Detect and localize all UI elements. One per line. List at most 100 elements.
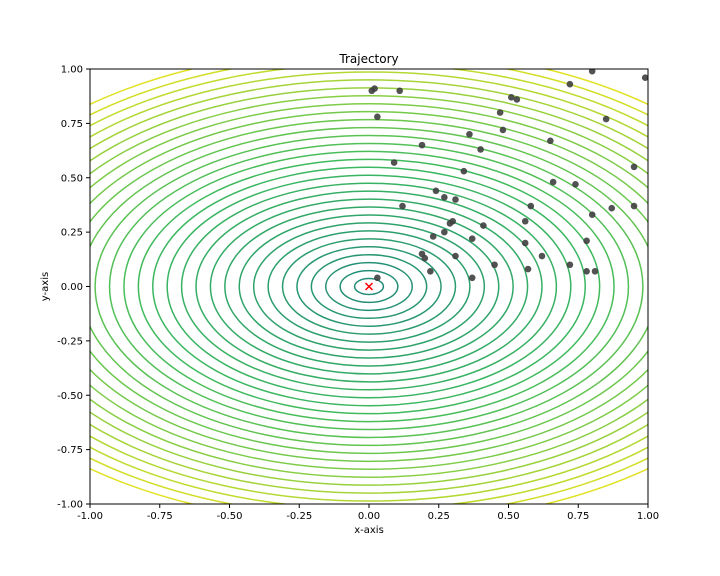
x-tick-label: 1.00 [637, 511, 659, 522]
x-tick-label: -0.50 [217, 511, 243, 522]
trajectory-point [566, 261, 574, 269]
trajectory-point [566, 80, 574, 88]
trajectory-point [477, 146, 484, 153]
trajectory-point [499, 126, 507, 134]
trajectory-point [507, 93, 515, 101]
x-axis-label: x-axis [354, 525, 384, 536]
trajectory-point [524, 265, 532, 273]
contour-line [152, 166, 586, 407]
chart-title: Trajectory [338, 52, 398, 66]
contour-line [90, 71, 648, 502]
x-tick-label: 0.50 [497, 511, 519, 522]
trajectory-point [452, 252, 459, 260]
trajectory-point [602, 115, 610, 123]
trajectory-point [418, 141, 426, 149]
y-axis-label: y-axis [40, 272, 51, 301]
trajectory-point [421, 254, 429, 262]
trajectory-point [399, 202, 406, 210]
trajectory-point [466, 130, 473, 138]
trajectory-point [630, 202, 638, 210]
trajectory-point [549, 178, 557, 186]
y-tick-label: 0.00 [61, 282, 83, 293]
x-tick-label: -0.25 [286, 511, 312, 522]
x-axis-ticks: -1.00 -0.75 -0.50 -0.25 0.00 0.25 0.50 0.75 1.00 [77, 504, 659, 522]
trajectory-point [591, 267, 599, 275]
y-tick-label: 0.75 [61, 119, 83, 130]
contour-line [137, 158, 601, 415]
trajectory-point [491, 261, 498, 269]
trajectory-point [480, 222, 487, 229]
trajectory-point [583, 237, 590, 245]
x-tick-label: 0.00 [358, 511, 380, 522]
contour-line [166, 174, 572, 399]
contour-line [238, 214, 500, 359]
trajectory-point [630, 163, 638, 171]
trajectory-point [513, 96, 521, 103]
trajectory-point [374, 274, 381, 282]
trajectory-point [496, 109, 504, 116]
trajectory-point [527, 202, 535, 210]
x-tick-label: -1.00 [77, 511, 103, 522]
trajectory-point [460, 167, 468, 175]
optimum-marker [364, 282, 374, 291]
contour-line [90, 110, 648, 463]
contour-line [90, 103, 648, 470]
contour-line [90, 87, 648, 486]
contour-line [108, 142, 630, 431]
trajectory-point [588, 69, 596, 75]
y-axis-ticks: -1.00 -0.75 -0.50 -0.25 0.00 0.25 0.50 0.75 1.00 [57, 65, 90, 511]
trajectory-point [572, 180, 579, 188]
trajectory-point [521, 217, 529, 225]
trajectory-point [390, 159, 398, 166]
contour-line [325, 261, 413, 312]
contour-line [339, 269, 399, 304]
trajectory-point [468, 235, 476, 242]
trajectory-point [432, 187, 440, 195]
data-points [364, 69, 648, 291]
contour-line [195, 190, 543, 383]
contour-line [90, 69, 648, 504]
contour-line [90, 118, 648, 455]
y-tick-label: 1.00 [61, 65, 83, 76]
trajectory-point [371, 85, 378, 92]
trajectory-point [441, 194, 448, 201]
contour-line [123, 150, 615, 423]
y-tick-label: -0.50 [57, 391, 83, 402]
x-tick-label: 0.75 [567, 511, 589, 522]
trajectory-point [441, 228, 448, 236]
contour-line [180, 182, 558, 391]
y-tick-label: -1.00 [57, 500, 83, 511]
y-tick-label: -0.25 [57, 336, 83, 347]
trajectory-point [452, 196, 459, 203]
trajectory-point [427, 267, 434, 275]
y-tick-label: -0.75 [57, 445, 83, 456]
trajectory-point [608, 204, 616, 212]
contour-line [310, 253, 428, 320]
trajectory-point [521, 239, 529, 247]
contour-line [90, 69, 648, 504]
x-tick-label: -0.75 [147, 511, 173, 522]
trajectory-point [446, 220, 454, 227]
trajectory-point [547, 137, 554, 145]
contour-line [353, 277, 385, 296]
trajectory-point [396, 87, 403, 95]
contour-line [252, 222, 486, 351]
contour-line [267, 230, 471, 343]
contour-line [90, 95, 648, 478]
trajectory-point [583, 267, 590, 275]
contour-line [90, 79, 648, 494]
trajectory-point [429, 233, 437, 240]
x-tick-label: 0.25 [428, 511, 450, 522]
contour-line [209, 198, 529, 375]
trajectory-point [374, 113, 381, 121]
trajectory-point [538, 252, 546, 260]
contour-line [90, 126, 648, 447]
trajectory-point [588, 211, 596, 219]
contour-line [281, 238, 457, 335]
contour-line [224, 206, 514, 367]
contour-line [94, 134, 644, 439]
contour-lines [90, 69, 648, 504]
contour-line [296, 246, 442, 327]
trajectory-point [468, 274, 476, 282]
